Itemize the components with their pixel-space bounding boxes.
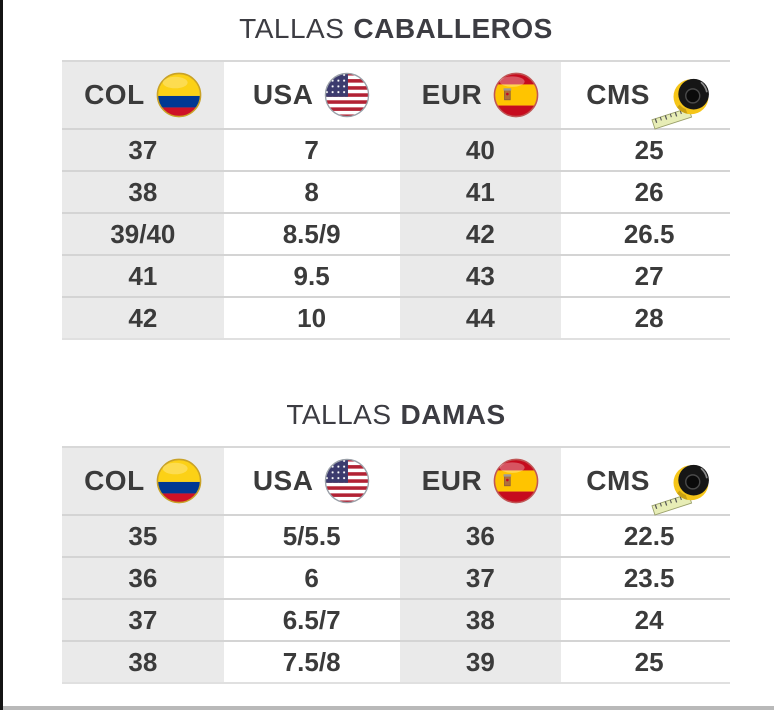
column-header-eur: EUR bbox=[399, 62, 562, 128]
usa-flag-icon bbox=[324, 72, 370, 118]
size-cell: 39 bbox=[399, 642, 562, 682]
size-cell: 41 bbox=[399, 172, 562, 212]
title-word-bold: CABALLEROS bbox=[353, 13, 553, 44]
size-cell: 38 bbox=[62, 642, 224, 682]
size-cell: 23.5 bbox=[568, 558, 730, 598]
table-row: 35 5/5.5 36 22.5 bbox=[62, 516, 730, 558]
size-cell: 37 bbox=[62, 600, 224, 640]
column-header-col: COL bbox=[62, 448, 224, 514]
header-row: COL USA bbox=[62, 448, 730, 516]
table-row: 38 7.5/8 39 25 bbox=[62, 642, 730, 684]
size-cell: 44 bbox=[399, 298, 562, 338]
size-cell: 28 bbox=[568, 298, 730, 338]
title-word-regular: TALLAS bbox=[286, 399, 392, 430]
size-cell: 8 bbox=[230, 172, 393, 212]
size-cell: 36 bbox=[399, 516, 562, 556]
size-cell: 38 bbox=[399, 600, 562, 640]
mens-table-title: TALLAS CABALLEROS bbox=[62, 12, 730, 46]
title-word-regular: TALLAS bbox=[239, 13, 345, 44]
column-header-cms: CMS bbox=[568, 62, 730, 130]
column-label: CMS bbox=[586, 465, 650, 496]
size-cell: 37 bbox=[62, 130, 224, 170]
usa-flag-icon bbox=[324, 458, 370, 504]
spain-flag-icon bbox=[493, 458, 539, 504]
column-header-col: COL bbox=[62, 62, 224, 128]
table-row: 36 6 37 23.5 bbox=[62, 558, 730, 600]
title-word-bold: DAMAS bbox=[400, 399, 506, 430]
size-cell: 10 bbox=[230, 298, 393, 338]
size-cell: 39/40 bbox=[62, 214, 224, 254]
size-cell: 6 bbox=[230, 558, 393, 598]
size-cell: 24 bbox=[568, 600, 730, 640]
table-row: 37 6.5/7 38 24 bbox=[62, 600, 730, 642]
spain-flag-icon bbox=[493, 72, 539, 118]
colombia-flag-icon bbox=[156, 72, 202, 118]
size-cell: 37 bbox=[399, 558, 562, 598]
column-header-usa: USA bbox=[230, 62, 393, 128]
table-row: 37 7 40 25 bbox=[62, 130, 730, 172]
colombia-flag-icon bbox=[156, 458, 202, 504]
header-row: COL USA bbox=[62, 62, 730, 130]
size-cell: 8.5/9 bbox=[230, 214, 393, 254]
size-cell: 26 bbox=[568, 172, 730, 212]
bottom-gray-edge bbox=[0, 706, 774, 710]
table-row: 39/40 8.5/9 42 26.5 bbox=[62, 214, 730, 256]
womens-table-title: TALLAS DAMAS bbox=[62, 398, 730, 432]
column-header-usa: USA bbox=[230, 448, 393, 514]
size-cell: 27 bbox=[568, 256, 730, 296]
size-cell: 42 bbox=[399, 214, 562, 254]
size-cell: 35 bbox=[62, 516, 224, 556]
size-cell: 41 bbox=[62, 256, 224, 296]
table-row: 41 9.5 43 27 bbox=[62, 256, 730, 298]
tape-measure-icon bbox=[651, 460, 712, 516]
column-label: EUR bbox=[421, 465, 483, 496]
column-label: EUR bbox=[421, 79, 483, 110]
size-chart: TALLAS CABALLEROS COL bbox=[62, 0, 730, 684]
size-cell: 6.5/7 bbox=[230, 600, 393, 640]
size-cell: 42 bbox=[62, 298, 224, 338]
size-cell: 38 bbox=[62, 172, 224, 212]
column-header-eur: EUR bbox=[399, 448, 562, 514]
column-label: COL bbox=[84, 79, 145, 110]
column-label: USA bbox=[252, 465, 314, 496]
size-cell: 36 bbox=[62, 558, 224, 598]
size-cell: 40 bbox=[399, 130, 562, 170]
table-row: 38 8 41 26 bbox=[62, 172, 730, 214]
size-cell: 25 bbox=[568, 642, 730, 682]
size-cell: 7.5/8 bbox=[230, 642, 393, 682]
size-cell: 9.5 bbox=[230, 256, 393, 296]
left-black-edge bbox=[0, 0, 3, 710]
tape-measure-icon bbox=[651, 74, 712, 130]
column-label: CMS bbox=[586, 79, 650, 110]
size-cell: 26.5 bbox=[568, 214, 730, 254]
size-cell: 7 bbox=[230, 130, 393, 170]
mens-size-table: COL USA bbox=[62, 60, 730, 340]
table-row: 42 10 44 28 bbox=[62, 298, 730, 340]
size-cell: 25 bbox=[568, 130, 730, 170]
size-cell: 5/5.5 bbox=[230, 516, 393, 556]
size-cell: 43 bbox=[399, 256, 562, 296]
column-label: COL bbox=[84, 465, 145, 496]
column-header-cms: CMS bbox=[568, 448, 730, 516]
column-label: USA bbox=[252, 79, 314, 110]
size-cell: 22.5 bbox=[568, 516, 730, 556]
womens-size-table: COL USA bbox=[62, 446, 730, 684]
